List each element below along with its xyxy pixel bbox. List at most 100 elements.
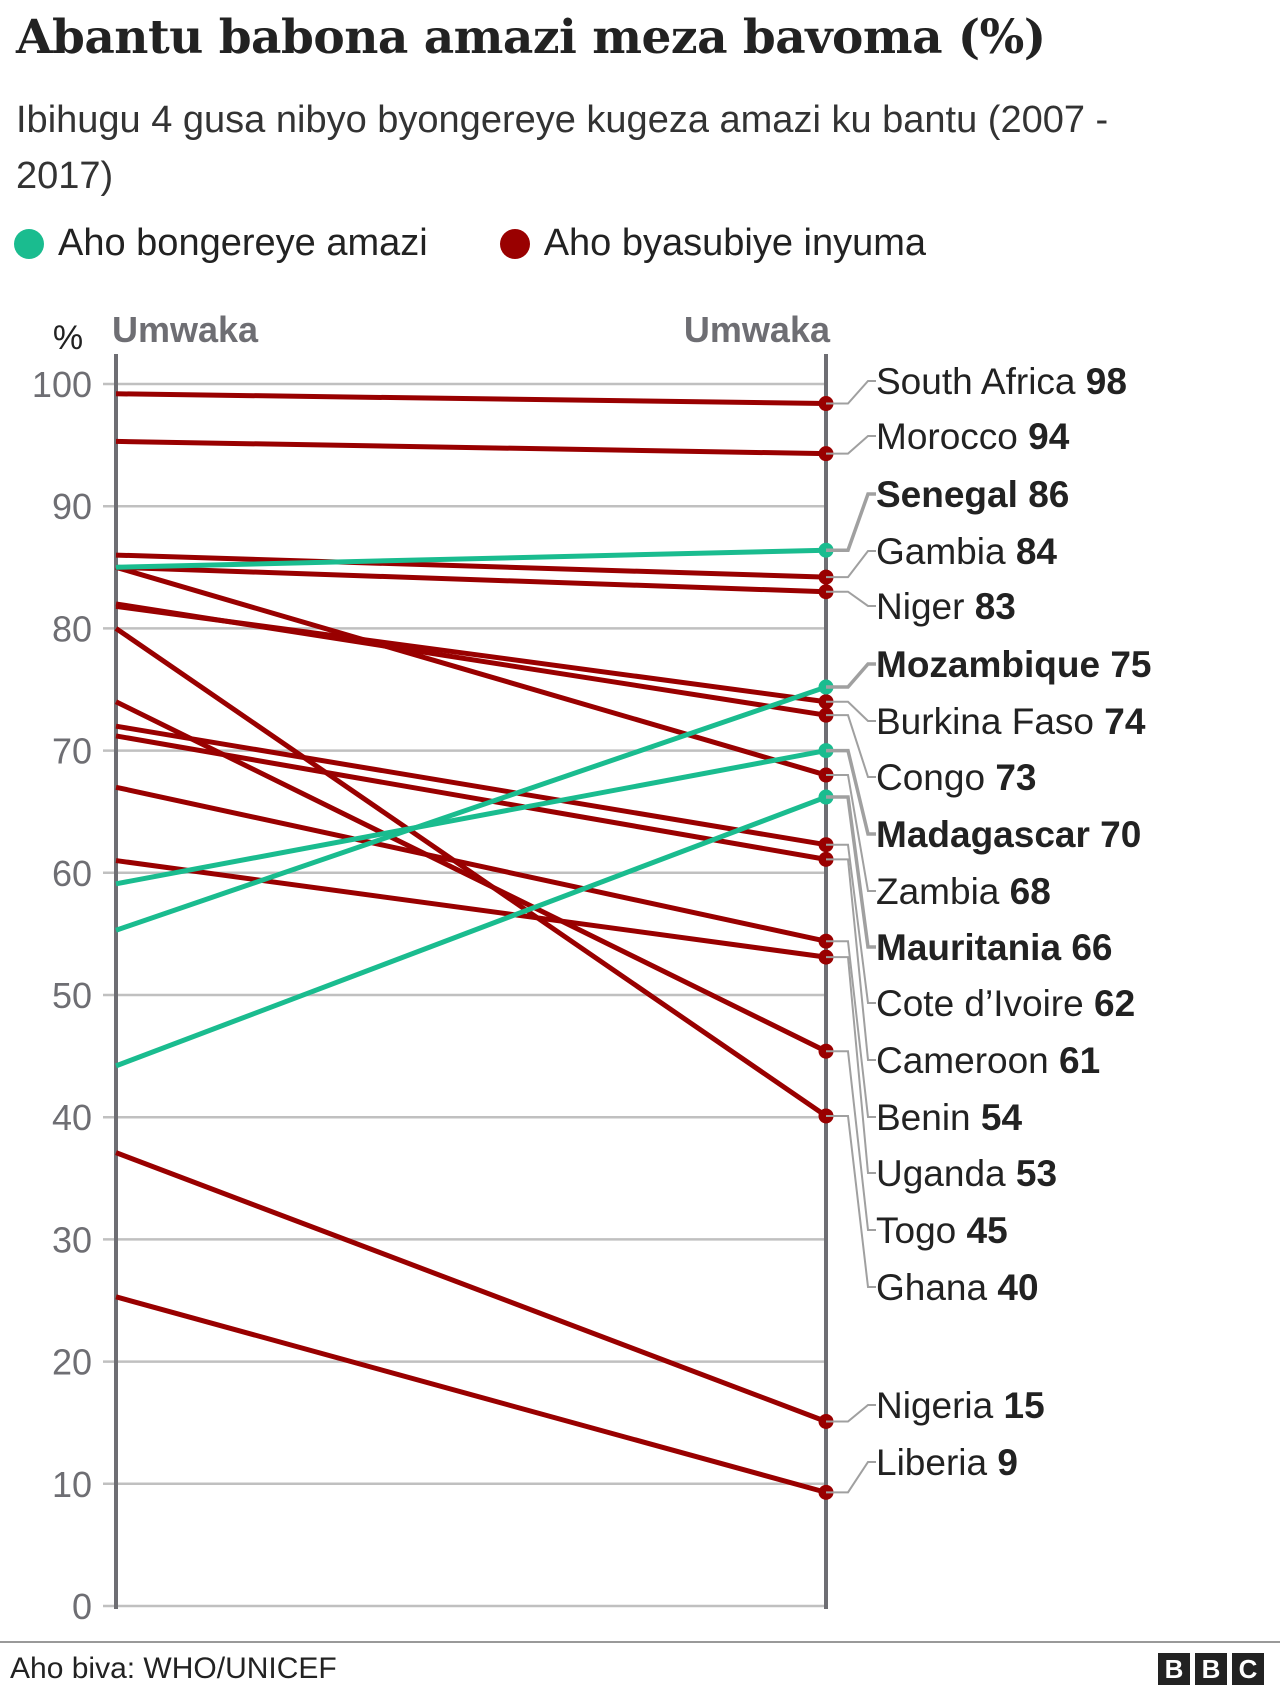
country-label: Zambia 68 (876, 871, 1051, 912)
country-value: 54 (981, 1097, 1023, 1138)
country-label: Togo 45 (876, 1210, 1008, 1251)
series-line-morocco (115, 438, 827, 457)
series-line-madagascar (115, 748, 827, 887)
y-tick-label: 50 (52, 975, 92, 1016)
series-line-ghana (114, 626, 828, 1119)
country-label: Nigeria 15 (876, 1385, 1045, 1426)
leader-line (826, 492, 876, 552)
leader-line (826, 1404, 876, 1423)
leader-line (826, 550, 876, 579)
country-value: 45 (967, 1210, 1008, 1251)
leader-line (826, 940, 876, 1118)
country-name: Uganda (876, 1153, 1016, 1194)
series-line-benin (115, 784, 827, 944)
country-value: 9 (997, 1442, 1018, 1483)
leader-line (826, 774, 876, 892)
leader-line (826, 714, 876, 778)
country-label: Cote d’Ivoire 62 (876, 983, 1135, 1024)
country-name: Madagascar (876, 814, 1100, 855)
series-line-liberia (115, 1294, 827, 1495)
country-name: Mozambique (876, 644, 1110, 685)
country-name: Mauritania (876, 927, 1071, 968)
country-label: Morocco 94 (876, 416, 1070, 457)
source-note: Aho biva: WHO/UNICEF (10, 1652, 337, 1685)
legend-label: Aho byasubiye inyuma (543, 222, 927, 264)
country-name: Morocco (876, 416, 1028, 457)
country-label: Congo 73 (876, 757, 1036, 798)
x-label-end: Umwaka (684, 309, 831, 350)
series-line-cote-d-ivoire (115, 723, 827, 848)
country-name: Zambia (876, 871, 1010, 912)
country-value: 15 (1004, 1385, 1045, 1426)
country-label: Senegal 86 (876, 474, 1069, 515)
country-value: 62 (1094, 983, 1135, 1024)
leader-line (826, 795, 876, 949)
y-tick-label: 60 (52, 853, 92, 894)
legend-dot-green-icon (14, 228, 44, 259)
series-line-senegal (115, 547, 827, 570)
series-line-zambia (115, 564, 827, 778)
y-tick-label: 90 (52, 486, 92, 527)
country-label: Burkina Faso 74 (876, 701, 1146, 742)
legend-dot-red-icon (499, 228, 530, 259)
country-value: 98 (1086, 361, 1127, 402)
country-value: 84 (1016, 531, 1058, 572)
chart-subtitle: Ibihugu 4 gusa nibyo byongereye kugeza a… (16, 99, 1109, 197)
series-line-cameroon (115, 733, 827, 862)
legend-item-improved: Aho bongereye amazi (14, 222, 428, 265)
country-value: 94 (1028, 416, 1070, 457)
legend-label: Aho bongereye amazi (58, 222, 428, 264)
leader-line (826, 858, 876, 1061)
footer-divider (0, 1641, 1280, 1643)
series-line-togo (114, 699, 828, 1054)
country-name: Burkina Faso (876, 701, 1104, 742)
country-name: South Africa (876, 361, 1086, 402)
leader-line (826, 748, 876, 836)
country-label: Benin 54 (876, 1097, 1022, 1138)
series-line-mauritania (115, 794, 827, 1069)
country-value: 61 (1059, 1040, 1100, 1081)
country-label: Liberia 9 (876, 1442, 1018, 1483)
x-label-start: Umwaka (112, 309, 259, 350)
series-line-mozambique (115, 684, 827, 933)
country-name: Gambia (876, 531, 1016, 572)
country-label: South Africa 98 (876, 361, 1127, 402)
country-value: 75 (1110, 644, 1151, 685)
country-value: 74 (1104, 701, 1146, 742)
series-line-gambia (115, 552, 827, 580)
leader-line (826, 700, 876, 722)
country-name: Benin (876, 1097, 981, 1138)
chart-title: Abantu babona amazi meza bavoma (%) (16, 10, 1046, 65)
country-value: 68 (1010, 871, 1051, 912)
y-tick-label: 40 (52, 1097, 92, 1138)
country-value: 73 (995, 757, 1036, 798)
country-name: Liberia (876, 1442, 997, 1483)
leader-line (826, 662, 876, 689)
legend: Aho bongereye amazi Aho byasubiye inyuma (14, 222, 998, 265)
y-tick-label: 70 (52, 731, 92, 772)
y-tick-label: 0 (72, 1586, 92, 1627)
leader-line (826, 1050, 876, 1231)
country-name: Ghana (876, 1267, 997, 1308)
y-tick-label: 100 (32, 364, 92, 405)
series-line-nigeria (115, 1150, 827, 1424)
y-tick-label: 30 (52, 1219, 92, 1260)
logo-letter: B (1195, 1653, 1227, 1685)
country-label: Cameroon 61 (876, 1040, 1100, 1081)
legend-item-declined: Aho byasubiye inyuma (499, 222, 927, 265)
series-line-uganda (115, 858, 827, 960)
logo-letter: C (1232, 1653, 1264, 1685)
country-label: Niger 83 (876, 586, 1016, 627)
series-line-congo (115, 601, 827, 718)
country-value: 86 (1028, 474, 1069, 515)
country-name: Cameroon (876, 1040, 1059, 1081)
country-label: Ghana 40 (876, 1267, 1039, 1308)
country-name: Nigeria (876, 1385, 1004, 1426)
y-tick-label: 20 (52, 1342, 92, 1383)
country-name: Togo (876, 1210, 967, 1251)
y-axis-unit: % (53, 319, 83, 357)
country-value: 66 (1071, 927, 1112, 968)
country-value: 53 (1016, 1153, 1057, 1194)
leader-line (826, 843, 876, 1004)
logo-letter: B (1158, 1653, 1190, 1685)
